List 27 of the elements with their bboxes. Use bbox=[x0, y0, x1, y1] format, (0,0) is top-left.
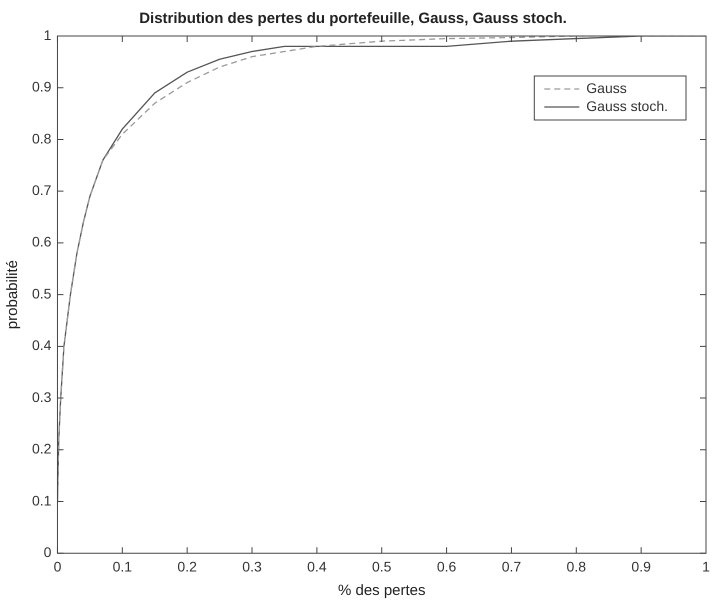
y-tick-label: 0.8 bbox=[32, 130, 52, 146]
y-tick-label: 1 bbox=[44, 26, 52, 43]
y-axis-title: probabilité bbox=[4, 260, 22, 330]
x-tick-label: 0.1 bbox=[112, 558, 132, 574]
x-tick-label: 0.4 bbox=[307, 558, 327, 574]
y-tick-label: 0.9 bbox=[32, 78, 52, 95]
x-tick-label: 0.6 bbox=[436, 558, 457, 574]
legend-label: Gauss bbox=[586, 80, 627, 96]
x-tick-label: 0.7 bbox=[502, 558, 522, 574]
x-tick-label: 1 bbox=[702, 558, 710, 574]
x-tick-label: 0.8 bbox=[566, 558, 586, 574]
x-tick-label: 0.9 bbox=[631, 558, 652, 574]
y-tick-label: 0.7 bbox=[32, 182, 52, 198]
y-tick-label: 0.6 bbox=[32, 234, 52, 250]
y-tick-label: 0.2 bbox=[32, 440, 52, 457]
y-tick-label: 0.1 bbox=[32, 492, 52, 508]
x-tick-label: 0 bbox=[54, 558, 62, 574]
y-tick-label: 0.5 bbox=[32, 285, 52, 302]
y-tick-label: 0 bbox=[44, 544, 52, 560]
x-tick-label: 0.5 bbox=[372, 558, 392, 574]
chart-title: Distribution des pertes du portefeuille, Gauss, Gauss stoch. bbox=[139, 10, 567, 28]
x-axis-title: % des pertes bbox=[338, 582, 426, 600]
legend-label: Gauss stoch. bbox=[586, 98, 668, 114]
x-tick-label: 0.2 bbox=[177, 558, 198, 574]
y-tick-label: 0.3 bbox=[32, 388, 52, 405]
y-tick-label: 0.4 bbox=[32, 337, 52, 354]
x-tick-label: 0.3 bbox=[242, 558, 262, 574]
